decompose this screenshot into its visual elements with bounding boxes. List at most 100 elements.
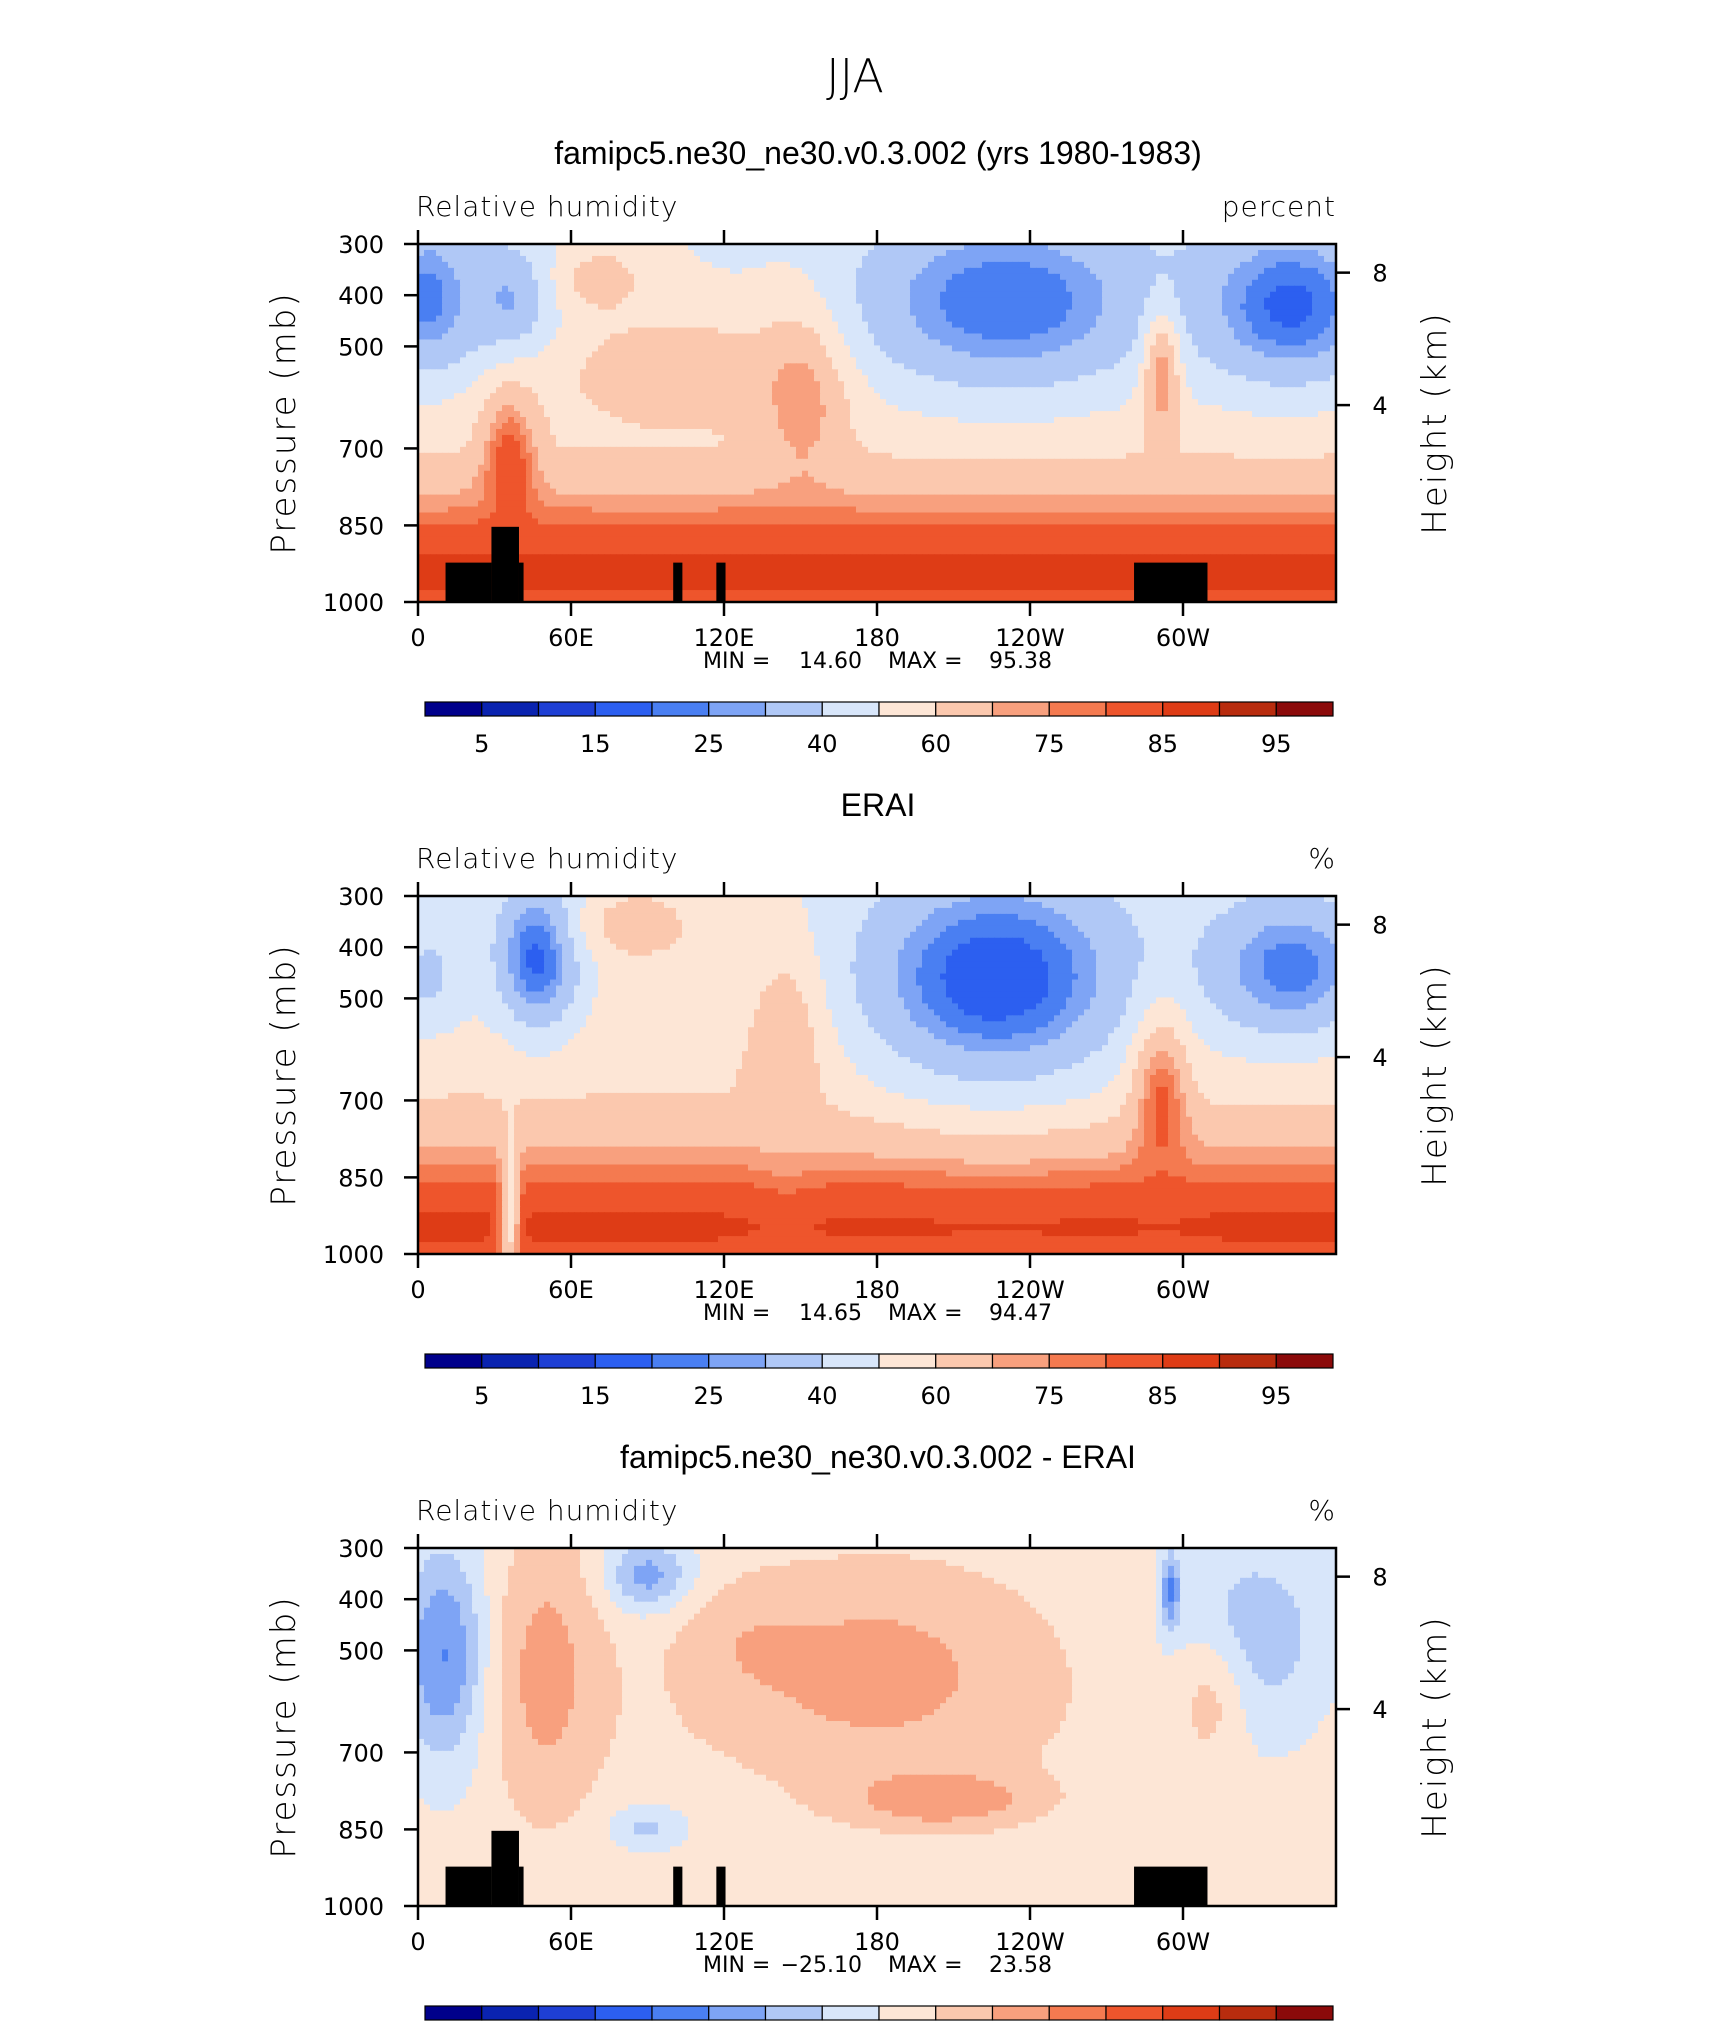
colorbar-swatch [1218,701,1277,717]
y-right-axis-title: Height (km) [1415,311,1455,534]
colorbar-swatch [991,701,1050,717]
colorbar-label: 15 [580,1382,611,1410]
contour-field [418,244,1336,602]
max-label: MAX = [888,649,963,674]
colorbar-swatch [481,2005,540,2021]
right-label: percent [1222,190,1336,223]
x-tick-label: 120E [694,1276,755,1304]
colorbar-swatch [481,1353,540,1369]
panel-title: famipc5.ne30_ne30.v0.3.002 (yrs 1980-198… [554,135,1202,171]
topography-mask [518,562,524,602]
x-tick-label: 60W [1156,1276,1210,1304]
max-label: MAX = [888,1953,963,1978]
colorbar-swatch [821,2005,880,2021]
topography-mask [445,562,492,602]
min-label: MIN = [703,1301,770,1326]
colorbar-swatch [878,2005,937,2021]
topography-mask [491,526,519,602]
left-label: Relative humidity [416,842,678,875]
colorbar-label: 10 [977,2034,1008,2038]
colorbar-swatch [1048,701,1107,717]
topography-mask [673,1866,683,1906]
colorbar-swatch [537,701,596,717]
contour-field [418,896,1336,1254]
colorbar: 5 15 25 40 60 75 85 95 [424,701,1334,758]
topography-mask [1134,562,1208,602]
colorbar-swatch [878,701,937,717]
colorbar-label: −20 [627,2034,678,2038]
y-tick-label: 1000 [323,1893,384,1921]
y-tick-label: 1000 [323,589,384,617]
min-label: MIN = [703,649,770,674]
y-right-tick-label: 4 [1372,1044,1387,1072]
y-tick-label: 700 [338,1087,384,1115]
colorbar-label: −5 [805,2034,840,2038]
topography-mask [716,562,726,602]
panel-2: ERAI Relative humidity % 0 60E 120E 180 120W 60W… [264,787,1455,1410]
y-tick-label: 850 [338,1816,384,1844]
colorbar-swatch [708,701,767,717]
colorbar-swatch [764,701,823,717]
colorbar-swatch [651,2005,710,2021]
y-right-tick-label: 8 [1372,1564,1387,1592]
topography-mask [445,1866,492,1906]
colorbar-swatch [1218,2005,1277,2021]
colorbar-swatch [708,1353,767,1369]
y-tick-label: 700 [338,435,384,463]
colorbar-swatch [935,2005,994,2021]
y-tick-label: 850 [338,1164,384,1192]
colorbar-label: 40 [1204,2034,1235,2038]
min-label: MIN = [703,1953,770,1978]
x-tick-label: 60W [1156,624,1210,652]
colorbar-swatch [1105,701,1164,717]
y-tick-label: 400 [338,282,384,310]
right-label: % [1308,1494,1336,1527]
colorbar-label: −10 [740,2034,791,2038]
colorbar-label: −15 [683,2034,734,2038]
colorbar-label: 20 [1091,2034,1122,2038]
colorbar-swatch [594,701,653,717]
y-axis-title: Pressure (mb) [264,291,304,554]
x-tick-label: 0 [410,1928,425,1956]
y-tick-label: 400 [338,934,384,962]
y-tick-label: 500 [338,985,384,1013]
colorbar-swatch [935,1353,994,1369]
x-tick-label: 0 [410,1276,425,1304]
colorbar-swatch [821,701,880,717]
colorbar-label: 30 [1147,2034,1178,2038]
colorbar-swatch [537,2005,596,2021]
x-tick-label: 180 [854,624,900,652]
y-right-tick-label: 8 [1372,912,1387,940]
colorbar-swatch [764,2005,823,2021]
colorbar-swatch [481,701,540,717]
colorbar-label: 85 [1147,730,1178,758]
y-axis-title: Pressure (mb) [264,1595,304,1858]
colorbar-swatch [594,1353,653,1369]
y-right-axis-title: Height (km) [1415,963,1455,1186]
panel-3: famipc5.ne30_ne30.v0.3.002 - ERAI Relativ… [264,1439,1455,2038]
colorbar-swatch [1218,1353,1277,1369]
colorbar-swatch [424,1353,483,1369]
colorbar-swatch [594,2005,653,2021]
colorbar-label: 60 [920,730,951,758]
y-right-axis-title: Height (km) [1415,1615,1455,1838]
colorbar-swatch [651,701,710,717]
max-value: 95.38 [989,649,1052,674]
colorbar-label: 25 [693,730,724,758]
colorbar-swatch [537,1353,596,1369]
right-label: % [1308,842,1336,875]
colorbar-swatch [1162,701,1221,717]
colorbar-label: 95 [1261,730,1292,758]
y-tick-label: 1000 [323,1241,384,1269]
x-tick-label: 120W [995,1276,1065,1304]
y-tick-label: 500 [338,1637,384,1665]
y-axis-title: Pressure (mb) [264,943,304,1206]
colorbar-swatch [1048,2005,1107,2021]
min-value: 14.65 [799,1301,862,1326]
contour-field [418,1548,1336,1906]
colorbar-swatch [991,1353,1050,1369]
topography-mask [673,562,683,602]
max-value: 23.58 [989,1953,1052,1978]
topography-mask [1134,1866,1208,1906]
